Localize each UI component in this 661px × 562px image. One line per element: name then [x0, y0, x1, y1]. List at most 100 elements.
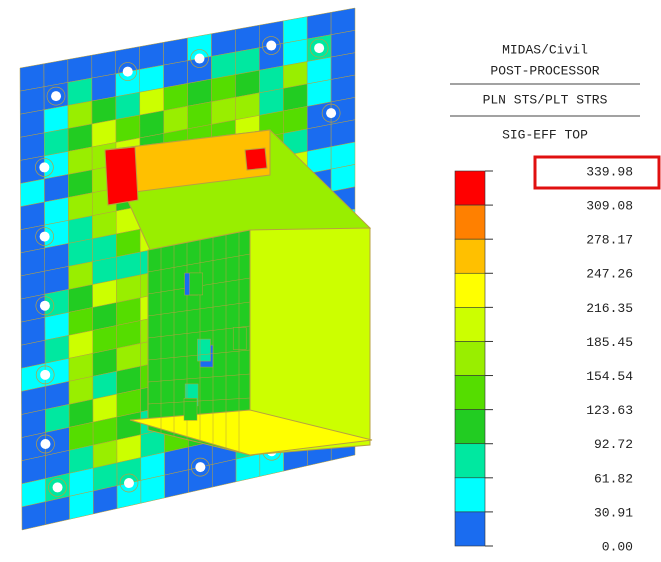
legend-band [454, 511, 486, 547]
mesh-line [147, 301, 251, 317]
bolt-hole [46, 86, 66, 106]
bolt-hole [326, 108, 337, 119]
bolt-hole [119, 473, 139, 493]
mesh-line [147, 373, 251, 383]
mesh-line [147, 397, 251, 405]
mesh-cell [187, 78, 212, 107]
mesh-cell [19, 109, 45, 138]
mesh-cell [67, 54, 93, 83]
legend-band [454, 307, 486, 342]
legend-label: 278.17 [586, 233, 633, 248]
bolt-hole [35, 227, 54, 246]
bolt-hole [122, 66, 133, 77]
bolt-hole [48, 478, 67, 497]
mesh-cell [235, 69, 260, 98]
fe-model [19, 7, 373, 531]
mesh-cell [45, 495, 70, 525]
legend-band [454, 443, 486, 479]
bolt-hole [39, 231, 50, 242]
header-line: POST-PROCESSOR [490, 63, 599, 78]
legend-label: 154.54 [586, 369, 633, 384]
mesh-cell [306, 11, 332, 40]
mesh-cell [67, 100, 93, 129]
mesh-cell [139, 64, 164, 93]
mesh-cell [163, 105, 188, 134]
mesh-cell [232, 327, 247, 350]
bolt-hole [34, 158, 54, 177]
mesh-line [147, 253, 251, 273]
bolt-hole [195, 462, 206, 473]
bolt-hole [190, 457, 210, 477]
legend-band [454, 341, 486, 376]
mesh-cell [43, 59, 69, 88]
mesh-cell [235, 24, 260, 53]
mesh-line [147, 349, 251, 361]
mesh-cell [139, 110, 165, 139]
mesh-cell [19, 86, 45, 115]
legend-band [454, 477, 486, 513]
bolt-hole [40, 369, 51, 380]
mesh-cell [211, 51, 236, 80]
bolt-hole [118, 62, 138, 81]
bolt-hole [40, 438, 51, 449]
bolt-hole [314, 43, 325, 54]
legend-band [454, 204, 486, 240]
legend-label: 309.08 [586, 199, 633, 214]
header-line: MIDAS/Civil [502, 42, 588, 57]
bolt-hole [36, 434, 55, 454]
mesh-cell [43, 105, 69, 134]
legend-label: 30.91 [594, 505, 633, 520]
mesh-cell [163, 37, 188, 66]
mesh-cell [139, 41, 164, 70]
bolt-hole [190, 49, 209, 68]
mesh-cell [163, 83, 188, 111]
bolt-hole [52, 482, 63, 493]
mesh-cell [211, 74, 236, 103]
mesh-cell [189, 272, 203, 296]
mesh-cell [282, 38, 308, 67]
mesh-cell [20, 132, 45, 161]
mesh-cell [163, 60, 188, 89]
mesh-cell [43, 128, 69, 157]
bolt-hole [51, 91, 62, 102]
mesh-cell [330, 7, 356, 35]
bolt-hole [321, 103, 341, 123]
mesh-cell [115, 91, 141, 120]
header-line: SIG-EFF TOP [502, 127, 588, 142]
highlight-box [533, 155, 661, 190]
mesh-cell [330, 30, 356, 58]
bolt-hole [123, 478, 134, 489]
bolt-hole [39, 300, 50, 311]
legend-label: 339.98 [586, 164, 633, 179]
flange [129, 409, 373, 456]
legend-band [454, 375, 486, 410]
hot-spot [104, 146, 139, 206]
mesh-cell [21, 501, 47, 531]
legend-label: 185.45 [586, 335, 633, 350]
mesh-cell [67, 123, 93, 152]
bolt-hole [35, 296, 55, 316]
mesh-cell [235, 47, 260, 75]
legend-label: 247.26 [586, 267, 633, 282]
mesh-cell [91, 119, 117, 148]
mesh-cell [115, 114, 141, 143]
hot-spot [244, 147, 268, 171]
mesh-cell [91, 50, 117, 79]
mesh-cell [67, 146, 93, 175]
mesh-cell [211, 29, 236, 57]
legend-label: 123.63 [586, 403, 633, 418]
mesh-cell [91, 96, 117, 125]
legend-band [454, 272, 486, 308]
legend-label: 61.82 [594, 471, 633, 486]
legend-band [454, 409, 486, 445]
bolt-hole [39, 162, 50, 173]
bolt-hole [261, 36, 281, 55]
mesh-cell [19, 63, 45, 92]
box-side [249, 227, 371, 456]
mesh-cell [282, 16, 308, 44]
bolt-hole [35, 365, 55, 385]
legend-label: 92.72 [594, 437, 633, 452]
bolt-hole [266, 40, 277, 51]
mesh-cell [183, 398, 198, 421]
